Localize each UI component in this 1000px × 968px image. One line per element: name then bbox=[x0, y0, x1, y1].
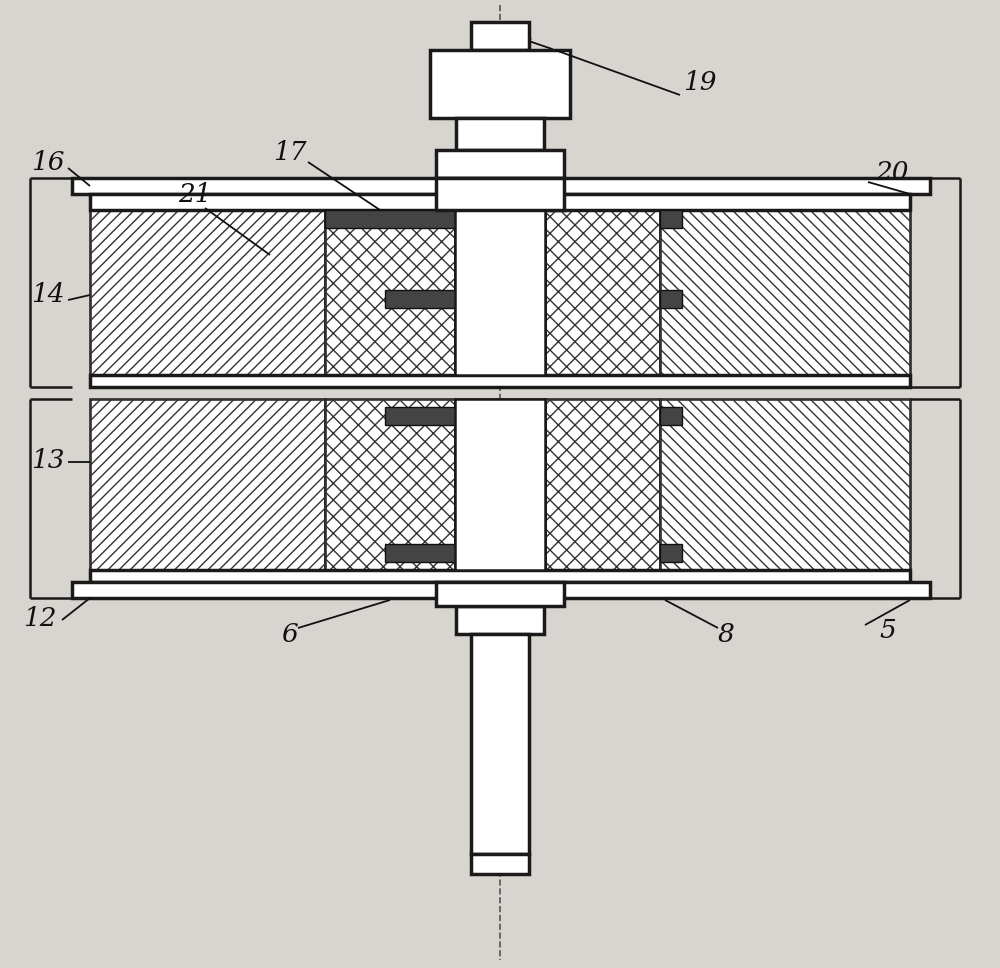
Bar bbox=[90, 399, 325, 570]
Bar bbox=[325, 399, 455, 570]
Bar bbox=[325, 210, 455, 375]
Bar bbox=[660, 210, 682, 228]
Bar bbox=[385, 407, 457, 425]
Bar bbox=[545, 210, 660, 375]
Bar bbox=[90, 194, 910, 210]
Bar bbox=[90, 210, 325, 375]
Bar bbox=[325, 399, 455, 570]
Bar bbox=[455, 210, 545, 375]
Bar bbox=[90, 210, 325, 375]
Text: 5: 5 bbox=[880, 618, 896, 643]
Bar bbox=[471, 22, 529, 50]
Bar bbox=[436, 582, 564, 606]
Bar bbox=[455, 399, 545, 570]
Bar bbox=[90, 375, 910, 387]
Text: 13: 13 bbox=[31, 447, 65, 472]
Bar bbox=[455, 210, 545, 375]
Text: 6: 6 bbox=[282, 622, 298, 648]
Bar bbox=[72, 178, 930, 194]
Text: 17: 17 bbox=[273, 139, 307, 165]
Bar bbox=[660, 210, 910, 375]
Bar bbox=[660, 399, 910, 570]
Bar bbox=[660, 407, 682, 425]
Bar bbox=[325, 210, 455, 228]
Text: 16: 16 bbox=[31, 149, 65, 174]
Bar bbox=[660, 210, 910, 375]
Bar bbox=[436, 150, 564, 178]
Bar bbox=[660, 290, 682, 308]
Bar bbox=[385, 544, 457, 562]
Bar bbox=[545, 399, 660, 570]
Text: 21: 21 bbox=[178, 183, 212, 207]
Text: 8: 8 bbox=[718, 622, 734, 648]
Text: 19: 19 bbox=[683, 70, 717, 95]
Text: 12: 12 bbox=[23, 606, 57, 630]
Bar bbox=[455, 399, 545, 570]
Text: 20: 20 bbox=[875, 160, 909, 185]
Text: 14: 14 bbox=[31, 283, 65, 308]
Bar bbox=[545, 210, 660, 375]
Bar bbox=[385, 290, 457, 308]
Bar bbox=[456, 606, 544, 634]
Bar bbox=[436, 178, 564, 210]
Bar bbox=[90, 399, 325, 570]
Bar bbox=[325, 210, 455, 375]
Bar bbox=[660, 399, 910, 570]
Bar bbox=[471, 854, 529, 874]
Bar bbox=[430, 50, 570, 118]
Bar bbox=[456, 118, 544, 150]
Bar bbox=[545, 399, 660, 570]
Bar bbox=[660, 544, 682, 562]
Bar bbox=[471, 634, 529, 854]
Bar bbox=[72, 582, 930, 598]
Bar bbox=[90, 570, 910, 582]
